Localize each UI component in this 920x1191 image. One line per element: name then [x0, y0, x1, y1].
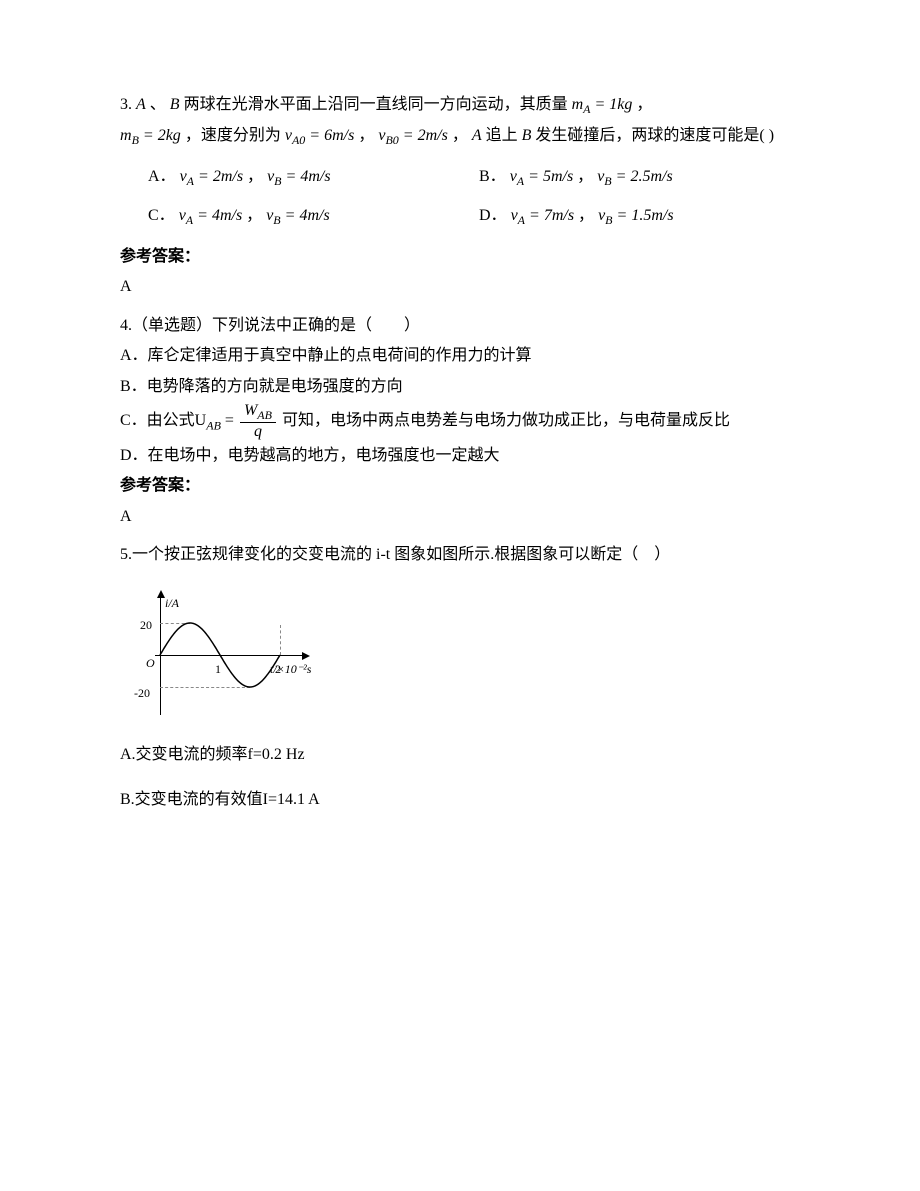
q3-options: A． vA = 2m/s ， vB = 4m/s B． vA = 5m/s ， … [148, 158, 810, 236]
q3-vA0: vA0 = 6m/s [285, 127, 354, 144]
q5-option-a: A.交变电流的频率f=0.2 Hz [120, 740, 810, 770]
question-4: 4.（单选题）下列说法中正确的是（ ） A．库仑定律适用于真空中静止的点电荷间的… [120, 311, 810, 532]
q4-option-d: D．在电场中，电势越高的地方，电场强度也一定越大 [120, 441, 810, 471]
q3-text1: 两球在光滑水平面上沿同一直线同一方向运动，其质量 [184, 96, 568, 113]
q3-b-sep: ， [577, 168, 593, 185]
q3-option-a: A． vA = 2m/s ， vB = 4m/s [148, 158, 479, 197]
q3-mA: mA = 1kg [572, 96, 633, 113]
q3-d-label: D． [479, 207, 507, 224]
q4-c-pre: C．由公式U [120, 412, 206, 429]
q5-option-b: B.交变电流的有效值I=14.1 A [120, 785, 810, 815]
q4-c-post: 可知，电场中两点电势差与电场力做功成正比，与电荷量成反比 [282, 412, 730, 429]
q4-answer: A [120, 502, 810, 532]
question-5: 5.一个按正弦规律变化的交变电流的 i-t 图象如图所示.根据图象可以断定（ ）… [120, 540, 810, 815]
q3-d-vB: vB = 1.5m/s [598, 207, 673, 224]
q3-answer: A [120, 272, 810, 302]
q3-comma2: ， [358, 127, 374, 144]
q3-c-vB: vB = 4m/s [266, 207, 329, 224]
question-3: 3. A 、 B 两球在光滑水平面上沿同一直线同一方向运动，其质量 mA = 1… [120, 90, 810, 303]
q3-a-vB: vB = 4m/s [267, 168, 330, 185]
q4-c-num: WAB [240, 402, 276, 423]
q4-c-sub: AB [206, 418, 221, 432]
q3-a-vA: vA = 2m/s [180, 168, 243, 185]
q3-comma1: ， [636, 96, 652, 113]
q4-c-frac: WAB q [240, 402, 276, 441]
q3-b-vB: vB = 2.5m/s [597, 168, 672, 185]
q3-text4: 发生碰撞后，两球的速度可能是( ) [535, 127, 774, 144]
q4-option-a: A．库仑定律适用于真空中静止的点电荷间的作用力的计算 [120, 341, 810, 371]
q3-varB2: B [522, 127, 532, 144]
q3-option-b: B． vA = 5m/s ， vB = 2.5m/s [479, 158, 810, 197]
q5-stem: 5.一个按正弦规律变化的交变电流的 i-t 图象如图所示.根据图象可以断定（ ） [120, 540, 810, 570]
q3-d-vA: vA = 7m/s [511, 207, 574, 224]
q3-prefix: 3. [120, 96, 136, 113]
q3-b-label: B． [479, 168, 506, 185]
chart-sine-curve [120, 590, 310, 720]
q3-text2: ，速度分别为 [185, 127, 281, 144]
q3-option-d: D． vA = 7m/s ， vB = 1.5m/s [479, 197, 810, 236]
q3-mB: mB = 2kg [120, 127, 181, 144]
q4-option-b: B．电势降落的方向就是电场强度的方向 [120, 372, 810, 402]
q3-a-sep: ， [247, 168, 263, 185]
q3-b-vA: vA = 5m/s [510, 168, 573, 185]
q3-c-label: C． [148, 207, 175, 224]
q3-stem: 3. A 、 B 两球在光滑水平面上沿同一直线同一方向运动，其质量 mA = 1… [120, 90, 810, 152]
q3-varA2: A [472, 127, 482, 144]
q3-comma3: ， [452, 127, 468, 144]
q3-answer-label: 参考答案： [120, 242, 810, 272]
q3-text3: 追上 [486, 127, 518, 144]
q3-sep1: 、 [150, 96, 166, 113]
q3-varB: B [170, 96, 180, 113]
q3-option-c: C． vA = 4m/s ， vB = 4m/s [148, 197, 479, 236]
q3-c-sep: ， [246, 207, 262, 224]
q3-c-vA: vA = 4m/s [179, 207, 242, 224]
q4-c-den: q [240, 423, 276, 441]
q4-answer-label: 参考答案： [120, 471, 810, 501]
q4-option-c: C．由公式UAB = WAB q 可知，电场中两点电势差与电场力做功成正比，与电… [120, 402, 810, 441]
q3-a-label: A． [148, 168, 176, 185]
q4-stem: 4.（单选题）下列说法中正确的是（ ） [120, 311, 810, 341]
q4-c-eq: = [225, 412, 238, 429]
q3-varA: A [136, 96, 146, 113]
q3-d-sep: ， [578, 207, 594, 224]
q5-sine-chart: i/A t/×10⁻²s 20 -20 O 1 2 [120, 590, 310, 720]
q3-vB0: vB0 = 2m/s [378, 127, 447, 144]
